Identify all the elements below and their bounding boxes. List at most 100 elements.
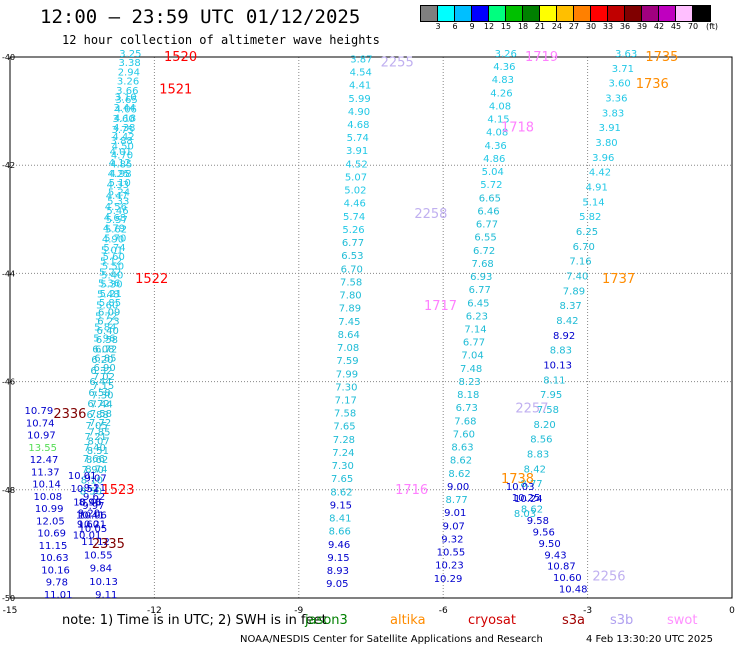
wave-height-point: 3.91 [346, 146, 368, 157]
legend-swatch [540, 6, 557, 21]
wave-height-point: 5.72 [95, 311, 117, 322]
wave-height-point: 7.72 [89, 418, 111, 429]
x-tick-label: 0 [729, 606, 735, 616]
wave-height-point: 6.08 [92, 344, 114, 355]
wave-height-point: 10.29 [434, 574, 463, 585]
wave-height-point: 5.74 [347, 133, 369, 144]
wave-height-point: 8.64 [338, 330, 360, 341]
pass-label: 1718 [501, 120, 534, 135]
wave-height-point: 4.25 [108, 169, 130, 180]
wave-height-point: 7.40 [566, 272, 588, 283]
wave-height-point: 7.04 [461, 351, 483, 362]
color-legend [420, 5, 711, 22]
wave-height-point: 4.86 [483, 154, 505, 165]
wave-height-point: 11.12 [81, 537, 110, 548]
wave-height-point: 3.83 [602, 108, 624, 119]
wave-height-point: 5.60 [103, 252, 125, 263]
wave-height-point: 5.10 [109, 178, 131, 189]
wave-height-point: 7.58 [334, 409, 356, 420]
wave-height-point: 7.08 [337, 343, 359, 354]
wave-height-point: 10.60 [553, 573, 582, 584]
pass-label: 2256 [592, 569, 625, 584]
wave-height-point: 7.89 [339, 304, 361, 315]
wave-height-point: 5.74 [103, 243, 125, 254]
legend-tick-label: 9 [469, 22, 475, 31]
y-tick-label: -48 [2, 486, 15, 495]
wave-height-point: 8.93 [327, 566, 349, 577]
wave-height-point: 8.62 [521, 505, 543, 516]
wave-height-point: 7.65 [331, 474, 353, 485]
wave-height-point: 6.77 [342, 238, 364, 249]
wave-height-point: 9.00 [447, 482, 469, 493]
footer-date: 4 Feb 13:30:20 UTC 2025 [586, 634, 713, 645]
page-subtitle: 12 hour collection of altimeter wave hei… [62, 33, 380, 47]
satellite-label: s3b [610, 613, 634, 628]
wave-height-point: 5.33 [107, 197, 129, 208]
wave-height-point: 4.91 [586, 183, 608, 194]
wave-height-point: 7.40 [84, 443, 106, 454]
wave-height-point: 5.57 [106, 215, 128, 226]
satellite-label: swot [667, 613, 698, 628]
wave-height-point: 12.47 [30, 455, 59, 466]
wave-height-point: 5.21 [100, 289, 122, 300]
wave-height-point: 10.13 [543, 361, 572, 372]
wave-height-point: 10.63 [40, 553, 69, 564]
pass-label: 1738 [501, 472, 534, 487]
legend-swatch [523, 6, 540, 21]
wave-height-point: 3.66 [116, 86, 138, 97]
wave-height-point: 3.60 [608, 79, 630, 90]
pass-label: 1523 [101, 483, 134, 498]
wave-height-point: 3.44 [113, 103, 135, 114]
wave-height-point: 4.70 [111, 151, 133, 162]
legend-tick-label: 15 [500, 22, 512, 31]
wave-height-point: 5.46 [106, 206, 128, 217]
legend-swatch [625, 6, 642, 21]
wave-height-point: 7.85 [88, 427, 110, 438]
wave-height-point: 6.72 [473, 246, 495, 257]
wave-height-point: 6.85 [94, 354, 116, 365]
wave-height-point: 8.56 [530, 435, 552, 446]
x-tick-label: -6 [439, 606, 448, 616]
pass-label: 1522 [135, 272, 168, 287]
wave-height-point: 3.26 [117, 77, 139, 88]
wave-height-point: 4.90 [348, 107, 370, 118]
wave-height-point: 10.08 [34, 492, 63, 503]
plot-frame [9, 56, 733, 599]
wave-height-point: 4.26 [490, 88, 512, 99]
wave-height-point: 6.77 [469, 285, 491, 296]
wave-height-point: 9.07 [84, 474, 106, 485]
legend-swatch [489, 6, 506, 21]
legend-tick-label: 30 [585, 22, 597, 31]
wave-height-point: 7.65 [333, 422, 355, 433]
wave-height-point: 8.42 [524, 464, 546, 475]
wave-height-point: 10.06 [78, 510, 107, 521]
wave-height-point: 5.24 [108, 187, 130, 198]
wave-height-point: 6.72 [95, 344, 117, 355]
wave-height-point: 6.90 [94, 363, 116, 374]
wave-height-point: 6.09 [98, 307, 120, 318]
wave-height-point: 5.01 [101, 246, 123, 257]
wave-height-point: 3.63 [615, 49, 637, 60]
note-text: note: 1) Time is in UTC; 2) SWH is in fe… [62, 613, 327, 628]
footer-credit: NOAA/NESDIS Center for Satellite Applica… [240, 634, 543, 645]
wave-height-point: 4.36 [485, 141, 507, 152]
wave-height-point: 8.23 [459, 377, 481, 388]
legend-swatch [574, 6, 591, 21]
wave-height-point: 10.16 [41, 565, 70, 576]
legend-tick-label: 33 [602, 22, 614, 31]
wave-height-point: 7.99 [336, 369, 358, 380]
wave-height-point: 8.90 [79, 498, 101, 509]
wave-height-point: 10.25 [512, 493, 541, 504]
wave-height-point: 4.46 [344, 199, 366, 210]
wave-height-point: 6.70 [573, 242, 595, 253]
wave-height-point: 6.70 [341, 264, 363, 275]
wave-height-point: 10.01 [73, 530, 102, 541]
pass-label: 2258 [414, 207, 447, 222]
wave-height-point: 7.28 [333, 435, 355, 446]
wave-height-point: 6.55 [474, 233, 496, 244]
legend-tick-label: 70 [687, 22, 699, 31]
wave-height-point: 5.40 [101, 270, 123, 281]
wave-height-point: 10.48 [559, 585, 588, 596]
wave-height-point: 9.58 [527, 516, 549, 527]
